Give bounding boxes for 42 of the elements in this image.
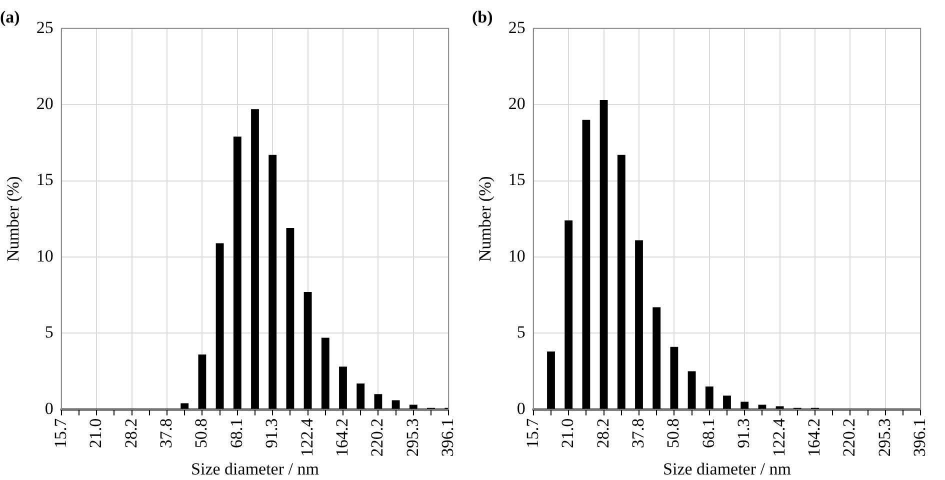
y-axis-title: Number (%) xyxy=(476,176,495,262)
chart-title: (b) xyxy=(472,8,493,27)
x-tick-label: 68.1 xyxy=(226,418,246,448)
x-tick-label: 396.1 xyxy=(438,418,458,457)
y-tick-label: 15 xyxy=(36,170,54,190)
x-tick-label: 37.8 xyxy=(628,418,648,448)
y-tick-label: 25 xyxy=(508,18,526,37)
y-tick-label: 15 xyxy=(508,170,526,190)
x-tick-label: 50.8 xyxy=(664,418,683,448)
y-tick-label: 0 xyxy=(516,398,526,418)
y-tick-label: 25 xyxy=(36,18,54,37)
x-tick-label: 122.4 xyxy=(769,418,788,457)
x-tick-label: 295.3 xyxy=(402,418,422,457)
x-tick-label: 396.1 xyxy=(910,418,930,457)
x-tick-label: 220.2 xyxy=(840,418,859,457)
x-tick-label: 68.1 xyxy=(698,418,718,448)
x-tick-label: 164.2 xyxy=(332,418,352,457)
y-axis-title: Number (%) xyxy=(4,176,23,262)
y-tick-label: 10 xyxy=(508,246,526,266)
x-tick-label: 220.2 xyxy=(368,418,387,457)
chart-title: (a) xyxy=(0,8,20,27)
y-tick-label: 5 xyxy=(516,322,526,342)
x-axis-title: Size diameter / nm xyxy=(663,459,791,478)
y-tick-label: 20 xyxy=(508,94,526,114)
x-tick-label: 164.2 xyxy=(804,418,824,457)
x-tick-label: 50.8 xyxy=(192,418,211,448)
y-tick-label: 10 xyxy=(36,246,54,266)
x-tick-label: 21.0 xyxy=(86,418,106,448)
y-tick-label: 5 xyxy=(44,322,54,342)
x-tick-label: 37.8 xyxy=(156,418,176,448)
x-tick-label: 295.3 xyxy=(874,418,894,457)
x-tick-label: 28.2 xyxy=(121,418,140,448)
y-tick-label: 0 xyxy=(44,398,54,418)
x-tick-label: 21.0 xyxy=(558,418,578,448)
x-axis-title: Size diameter / nm xyxy=(191,459,319,478)
x-tick-label: 28.2 xyxy=(593,418,612,448)
x-tick-label: 91.3 xyxy=(262,418,282,448)
x-tick-label: 122.4 xyxy=(297,418,316,457)
x-tick-label: 91.3 xyxy=(734,418,754,448)
y-tick-label: 20 xyxy=(36,94,54,114)
x-tick-label: 15.7 xyxy=(522,418,542,448)
x-tick-label: 15.7 xyxy=(50,418,70,448)
